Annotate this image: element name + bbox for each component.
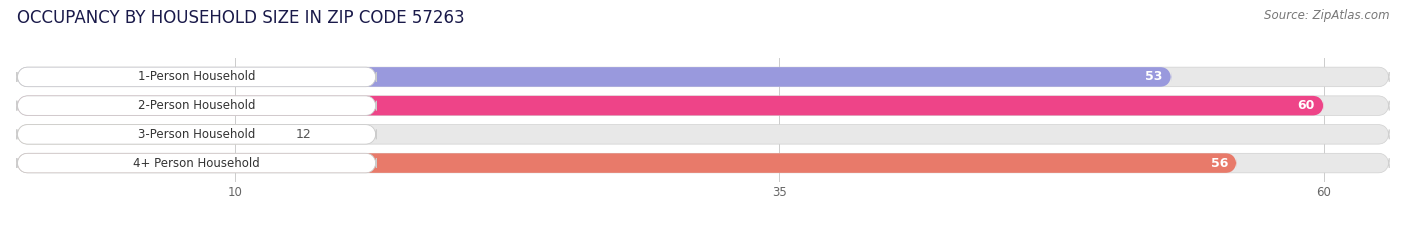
FancyBboxPatch shape — [17, 96, 377, 115]
FancyBboxPatch shape — [17, 125, 377, 144]
Text: 56: 56 — [1211, 157, 1227, 170]
Text: OCCUPANCY BY HOUSEHOLD SIZE IN ZIP CODE 57263: OCCUPANCY BY HOUSEHOLD SIZE IN ZIP CODE … — [17, 9, 464, 27]
Text: 1-Person Household: 1-Person Household — [138, 70, 256, 83]
FancyBboxPatch shape — [17, 96, 1324, 115]
FancyBboxPatch shape — [17, 125, 278, 144]
Text: Source: ZipAtlas.com: Source: ZipAtlas.com — [1264, 9, 1389, 22]
Text: 4+ Person Household: 4+ Person Household — [134, 157, 260, 170]
FancyBboxPatch shape — [17, 153, 377, 173]
Text: 3-Person Household: 3-Person Household — [138, 128, 256, 141]
Text: 53: 53 — [1146, 70, 1163, 83]
Text: 2-Person Household: 2-Person Household — [138, 99, 256, 112]
FancyBboxPatch shape — [17, 153, 1389, 173]
FancyBboxPatch shape — [17, 125, 1389, 144]
FancyBboxPatch shape — [17, 67, 1389, 87]
Text: 12: 12 — [295, 128, 312, 141]
FancyBboxPatch shape — [17, 67, 377, 87]
Text: 60: 60 — [1298, 99, 1315, 112]
FancyBboxPatch shape — [17, 96, 1389, 115]
FancyBboxPatch shape — [17, 67, 1171, 87]
FancyBboxPatch shape — [17, 153, 1237, 173]
